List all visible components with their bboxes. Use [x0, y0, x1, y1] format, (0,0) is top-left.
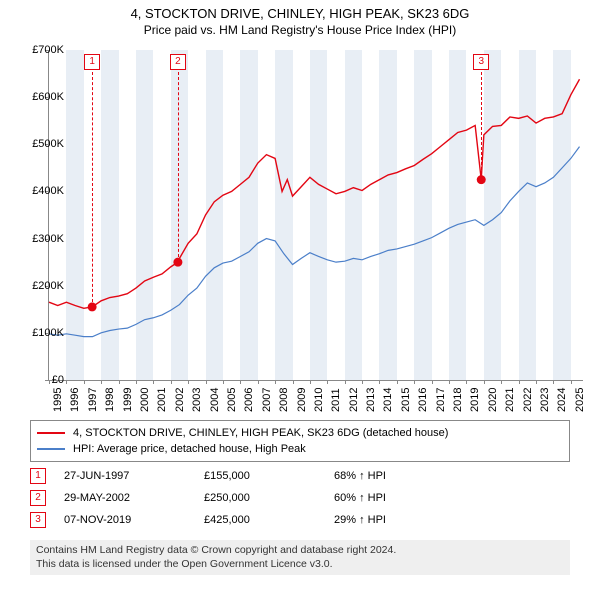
- y-axis-label: £400K: [18, 185, 64, 197]
- sale-date: 07-NOV-2019: [64, 514, 204, 526]
- legend-item: HPI: Average price, detached house, High…: [37, 441, 563, 457]
- sale-row: 1 27-JUN-1997 £155,000 68% ↑ HPI: [30, 465, 570, 487]
- x-axis-label: 2019: [469, 388, 481, 412]
- y-axis-label: £700K: [18, 44, 64, 56]
- sale-marker-id: 1: [35, 470, 41, 481]
- footer-attribution: Contains HM Land Registry data © Crown c…: [30, 540, 570, 575]
- sale-marker-box: 3: [30, 512, 46, 528]
- chart-title: 4, STOCKTON DRIVE, CHINLEY, HIGH PEAK, S…: [0, 0, 600, 21]
- x-axis-label: 2016: [417, 388, 429, 412]
- x-axis-label: 2008: [278, 388, 290, 412]
- chart-subtitle: Price paid vs. HM Land Registry's House …: [0, 23, 600, 37]
- sale-price: £155,000: [204, 470, 334, 482]
- sale-marker-id: 3: [35, 514, 41, 525]
- x-axis-label: 2007: [261, 388, 273, 412]
- sales-list: 1 27-JUN-1997 £155,000 68% ↑ HPI 2 29-MA…: [30, 465, 570, 531]
- sale-marker-box: 2: [30, 490, 46, 506]
- x-axis-label: 2024: [556, 388, 568, 412]
- x-axis-label: 2002: [174, 388, 186, 412]
- sale-date: 29-MAY-2002: [64, 492, 204, 504]
- legend-label: 4, STOCKTON DRIVE, CHINLEY, HIGH PEAK, S…: [73, 427, 448, 439]
- chart-container: 4, STOCKTON DRIVE, CHINLEY, HIGH PEAK, S…: [0, 0, 600, 590]
- y-axis-label: £500K: [18, 138, 64, 150]
- x-axis-label: 2023: [539, 388, 551, 412]
- legend-swatch: [37, 432, 65, 434]
- x-axis-label: 1999: [122, 388, 134, 412]
- x-axis-label: 1997: [87, 388, 99, 412]
- x-axis-label: 2010: [313, 388, 325, 412]
- y-axis-label: £0: [18, 374, 64, 386]
- footer-line2: This data is licensed under the Open Gov…: [36, 558, 333, 570]
- x-axis-label: 1996: [69, 388, 81, 412]
- x-axis-label: 2017: [435, 388, 447, 412]
- y-axis-label: £600K: [18, 91, 64, 103]
- y-axis-label: £300K: [18, 233, 64, 245]
- sale-hpi: 29% ↑ HPI: [334, 514, 454, 526]
- y-axis-label: £100K: [18, 327, 64, 339]
- x-axis-label: 2020: [487, 388, 499, 412]
- x-axis-label: 2015: [400, 388, 412, 412]
- x-axis-label: 2000: [139, 388, 151, 412]
- x-axis-label: 1998: [104, 388, 116, 412]
- line-series-svg: [49, 50, 583, 380]
- x-axis-label: 1995: [52, 388, 64, 412]
- x-axis-label: 2001: [156, 388, 168, 412]
- sale-marker-id: 2: [35, 492, 41, 503]
- legend-swatch: [37, 448, 65, 450]
- x-axis-label: 2011: [330, 388, 342, 412]
- sale-date: 27-JUN-1997: [64, 470, 204, 482]
- sale-price: £250,000: [204, 492, 334, 504]
- chart-marker-box: 2: [170, 54, 186, 70]
- x-axis-label: 2009: [296, 388, 308, 412]
- x-axis-label: 2022: [522, 388, 534, 412]
- x-axis-label: 2012: [348, 388, 360, 412]
- sale-row: 3 07-NOV-2019 £425,000 29% ↑ HPI: [30, 509, 570, 531]
- sale-marker-box: 1: [30, 468, 46, 484]
- x-axis-label: 2004: [209, 388, 221, 412]
- y-axis-label: £200K: [18, 280, 64, 292]
- chart-marker-box: 1: [84, 54, 100, 70]
- legend-box: 4, STOCKTON DRIVE, CHINLEY, HIGH PEAK, S…: [30, 420, 570, 462]
- sale-hpi: 60% ↑ HPI: [334, 492, 454, 504]
- legend-item: 4, STOCKTON DRIVE, CHINLEY, HIGH PEAK, S…: [37, 425, 563, 441]
- x-axis-label: 2013: [365, 388, 377, 412]
- x-axis-label: 2006: [243, 388, 255, 412]
- x-axis-label: 2005: [226, 388, 238, 412]
- x-axis-label: 2018: [452, 388, 464, 412]
- chart-marker-box: 3: [473, 54, 489, 70]
- plot-area: 1 2 3: [48, 50, 583, 381]
- sale-row: 2 29-MAY-2002 £250,000 60% ↑ HPI: [30, 487, 570, 509]
- x-axis-label: 2003: [191, 388, 203, 412]
- legend-label: HPI: Average price, detached house, High…: [73, 443, 306, 455]
- x-axis-label: 2025: [574, 388, 586, 412]
- x-axis-label: 2021: [504, 388, 516, 412]
- x-axis-label: 2014: [382, 388, 394, 412]
- sale-price: £425,000: [204, 514, 334, 526]
- sale-hpi: 68% ↑ HPI: [334, 470, 454, 482]
- footer-line1: Contains HM Land Registry data © Crown c…: [36, 544, 396, 556]
